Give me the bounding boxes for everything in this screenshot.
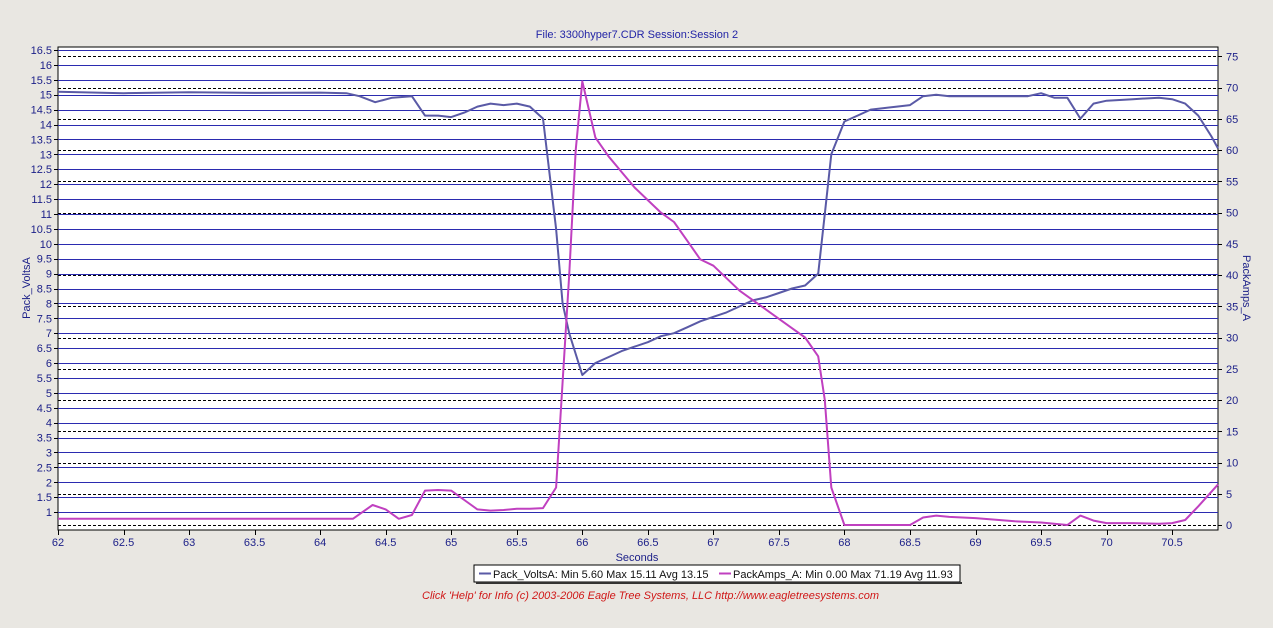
- y-left-tick-label: 10: [40, 239, 52, 251]
- right-axis-gridlines: [58, 56, 1218, 526]
- y-left-tick-label: 16.5: [31, 45, 52, 57]
- y-left-tick-label: 1.5: [37, 492, 52, 504]
- x-tick-label: 63: [183, 537, 195, 549]
- y-axis-right-label: PackAmps_A: [1240, 255, 1252, 322]
- x-axis-ticks: 62 62.5 63 63.5 64 64.5 65 65.5 66 66.5 67 67.5 68 68…: [52, 530, 1183, 549]
- y-right-tick-label: 25: [1226, 364, 1238, 376]
- x-tick-label: 62.5: [113, 537, 134, 549]
- y-left-tick-label: 11.5: [31, 194, 52, 206]
- y-right-tick-label: 40: [1226, 270, 1238, 282]
- x-tick-label: 67.5: [768, 537, 789, 549]
- right-axis-ticks: 0 5 10 15 20 25 30 35 40 45 50 55 60 65 70 75: [1218, 51, 1238, 532]
- y-left-tick-label: 14: [40, 120, 52, 132]
- y-left-tick-label: 7.5: [37, 313, 52, 325]
- y-right-tick-label: 30: [1226, 333, 1238, 345]
- legend-label-amps: PackAmps_A: Min 0.00 Max 71.19 Avg 11.93: [733, 569, 953, 581]
- x-tick-label: 65.5: [506, 537, 527, 549]
- series-line-pack-voltsa: [57, 90, 1219, 376]
- y-left-tick-label: 6.5: [37, 343, 52, 355]
- x-tick-label: 69.5: [1030, 537, 1051, 549]
- x-tick-label: 66.5: [637, 537, 658, 549]
- y-left-tick-label: 9: [46, 269, 52, 281]
- y-left-tick-label: 4: [46, 418, 52, 430]
- y-left-tick-label: 15: [40, 90, 52, 102]
- chart-title: File: 3300hyper7.CDR Session:Session 2: [536, 29, 738, 41]
- left-axis-gridlines: [58, 50, 1218, 513]
- footer-credits: Click 'Help' for Info (c) 2003-2006 Eagl…: [422, 590, 879, 602]
- y-right-tick-label: 15: [1226, 426, 1238, 438]
- y-right-tick-label: 65: [1226, 114, 1238, 126]
- y-right-tick-label: 20: [1226, 395, 1238, 407]
- y-left-tick-label: 1: [46, 507, 52, 519]
- x-axis-label: Seconds: [616, 552, 659, 564]
- x-tick-label: 68.5: [899, 537, 920, 549]
- y-left-tick-label: 14.5: [31, 105, 52, 117]
- y-right-tick-label: 5: [1226, 489, 1232, 501]
- x-tick-label: 70.5: [1161, 537, 1182, 549]
- y-left-tick-label: 5.5: [37, 373, 52, 385]
- y-right-tick-label: 70: [1226, 83, 1238, 95]
- x-tick-label: 62: [52, 537, 64, 549]
- y-right-tick-label: 10: [1226, 458, 1238, 470]
- series-line-packamps-a: [58, 80, 1219, 526]
- left-axis-ticks: 11.522.533.544.555.566.577.588.599.51010…: [31, 45, 58, 519]
- y-left-tick-label: 2: [46, 477, 52, 489]
- y-left-tick-label: 4.5: [37, 403, 52, 415]
- x-tick-label: 63.5: [244, 537, 265, 549]
- x-tick-label: 68: [838, 537, 850, 549]
- y-right-tick-label: 35: [1226, 301, 1238, 313]
- legend-shadow: [476, 582, 962, 584]
- y-left-tick-label: 7: [46, 328, 52, 340]
- x-tick-label: 66: [576, 537, 588, 549]
- y-axis-left-label: Pack_VoltsA: [21, 256, 33, 318]
- y-left-tick-label: 13: [40, 149, 52, 161]
- y-left-tick-label: 8.5: [37, 284, 52, 296]
- x-tick-label: 64: [314, 537, 326, 549]
- y-left-tick-label: 11: [41, 209, 52, 221]
- y-left-tick-label: 12.5: [31, 164, 52, 176]
- y-left-tick-label: 8: [46, 298, 52, 310]
- y-right-tick-label: 60: [1226, 145, 1238, 157]
- y-left-tick-label: 15.5: [31, 75, 52, 87]
- y-right-tick-label: 50: [1226, 208, 1238, 220]
- y-left-tick-label: 10.5: [31, 224, 52, 236]
- series-layer: [57, 80, 1219, 526]
- y-left-tick-label: 2.5: [37, 462, 52, 474]
- y-left-tick-label: 3.5: [37, 433, 52, 445]
- y-left-tick-label: 13.5: [31, 134, 52, 146]
- y-right-tick-label: 75: [1226, 51, 1238, 63]
- y-right-tick-label: 45: [1226, 239, 1238, 251]
- x-tick-label: 65: [445, 537, 457, 549]
- x-tick-label: 67: [707, 537, 719, 549]
- legend: Pack_VoltsA: Min 5.60 Max 15.11 Avg 13.1…: [473, 564, 962, 584]
- y-right-tick-label: 55: [1226, 176, 1238, 188]
- y-left-tick-label: 5: [46, 388, 52, 400]
- y-left-tick-label: 6: [46, 358, 52, 370]
- y-left-tick-label: 9.5: [37, 254, 52, 266]
- legend-label-volts: Pack_VoltsA: Min 5.60 Max 15.11 Avg 13.1…: [493, 569, 708, 581]
- x-tick-label: 69: [969, 537, 981, 549]
- y-left-tick-label: 16: [40, 60, 52, 72]
- y-left-tick-label: 12: [40, 179, 52, 191]
- y-right-tick-label: 0: [1226, 520, 1232, 532]
- x-tick-label: 70: [1100, 537, 1112, 549]
- plot-area: [57, 46, 1219, 531]
- y-left-tick-label: 3: [46, 448, 52, 460]
- x-tick-label: 64.5: [375, 537, 396, 549]
